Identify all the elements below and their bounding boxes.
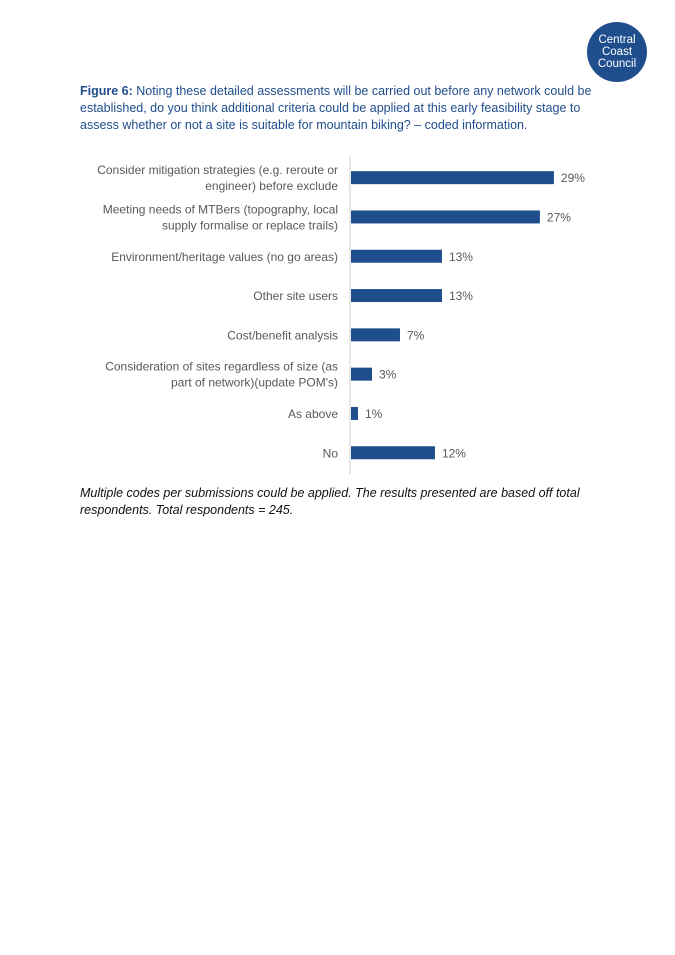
bar-8 — [351, 446, 435, 460]
data-label-8: 12% — [442, 446, 466, 460]
category-label-7: As above — [288, 407, 338, 421]
logo-line-2: Coast — [601, 46, 633, 58]
category-label-5: Cost/benefit analysis — [227, 328, 338, 342]
category-label-1-line-1: Consider mitigation strategies (e.g. rer… — [97, 163, 338, 177]
data-label-5: 7% — [407, 328, 425, 342]
bar-3 — [351, 249, 442, 263]
category-label-6-line-2: part of network)(update POM's) — [171, 376, 338, 390]
category-label-3: Environment/heritage values (no go areas… — [111, 250, 338, 264]
bar-7 — [351, 406, 358, 420]
logo-line-3: Council — [597, 58, 637, 70]
logo-line-1: Central — [598, 34, 636, 46]
category-label-2-line-1: Meeting needs of MTBers (topography, loc… — [103, 202, 338, 216]
data-label-1: 29% — [561, 171, 585, 185]
bar-5 — [351, 328, 400, 342]
data-label-3: 13% — [449, 250, 473, 264]
data-label-2: 27% — [547, 210, 571, 224]
data-label-6: 3% — [379, 368, 397, 382]
bar-6 — [351, 367, 372, 381]
footnote: Multiple codes per submissions could be … — [80, 486, 580, 517]
data-label-7: 1% — [365, 407, 383, 421]
bar-chart: 29% Consider mitigation strategies (e.g. … — [97, 156, 585, 475]
category-label-1-line-2: engineer) before exclude — [205, 179, 338, 193]
bar-2 — [351, 210, 540, 224]
bar-1 — [351, 171, 554, 185]
council-logo: Central Coast Council — [587, 22, 647, 82]
category-label-8: No — [323, 446, 339, 460]
figure-title: Noting these detailed assessments will b… — [80, 84, 592, 132]
figure-label: Figure 6: — [80, 84, 133, 98]
figure-caption: Figure 6: Noting these detailed assessme… — [80, 83, 600, 134]
data-label-4: 13% — [449, 289, 473, 303]
bar-4 — [351, 289, 442, 303]
category-label-6-line-1: Consideration of sites regardless of siz… — [105, 360, 338, 374]
category-label-4: Other site users — [253, 289, 338, 303]
category-label-2-line-2: supply formalise or replace trails) — [162, 218, 338, 232]
